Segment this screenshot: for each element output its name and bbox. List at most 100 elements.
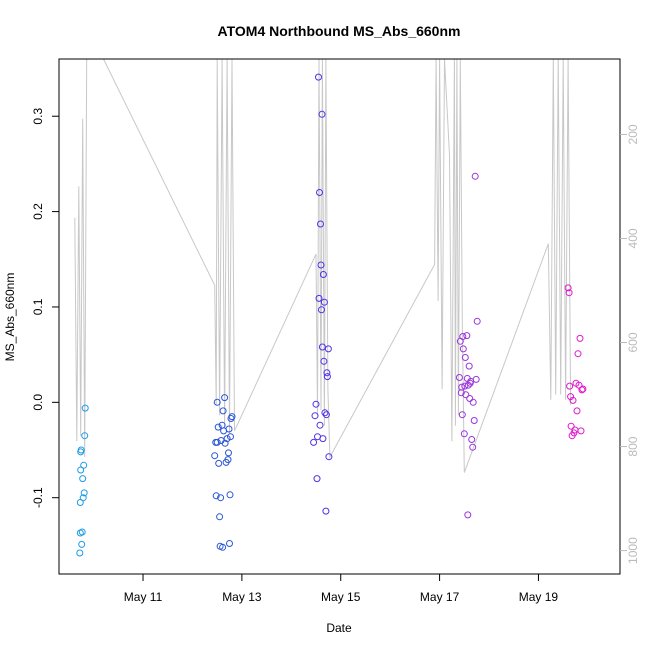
y-tick-label: 0.0 [31,394,45,411]
y-tick-label: 0.1 [31,298,45,315]
data-point [78,540,86,548]
data-point [469,398,477,406]
y2-tick-label: 800 [626,436,640,456]
y-tick-label: 0.3 [31,108,45,125]
data-point [79,475,87,483]
data-point [576,334,584,342]
series-2 [211,394,236,551]
data-point [212,492,220,500]
data-point [215,459,223,467]
data-point [458,383,466,391]
altitude-profile [74,58,572,473]
data-point [322,411,330,419]
data-point [219,543,227,551]
data-point [81,432,89,440]
x-tick-label: May 15 [321,590,361,604]
x-tick-label: May 19 [519,590,559,604]
plot-frame [58,58,621,575]
series-3 [310,73,333,515]
y-axis-label: MS_Abs_660nm [3,273,17,362]
chart-title: ATOM4 Northbound MS_Abs_660nm [218,23,461,39]
data-point [324,345,332,353]
data-point [76,549,84,557]
data-point [318,306,325,314]
data-point [311,412,319,420]
x-axis: May 11 May 13 May 15 May 17 May 19 [124,573,559,604]
data-point [317,261,325,269]
data-point [458,411,466,419]
data-point [317,220,324,228]
data-point [461,382,469,390]
data-point [322,507,330,515]
data-point [468,436,476,443]
data-point [472,375,480,383]
x-tick-label: May 13 [222,590,262,604]
data-point [564,284,572,292]
data-point [567,393,575,401]
data-point [321,409,329,417]
data-point [470,417,478,424]
data-point [570,429,578,437]
data-point [227,433,234,441]
data-point [573,407,581,415]
data-point [80,489,88,497]
data-point [459,333,467,340]
data-point [316,421,324,429]
data-point [211,452,219,460]
y-tick-label: -0.1 [31,487,45,508]
data-point [225,449,232,457]
data-point [221,439,229,447]
data-point [325,453,333,461]
data-point [464,511,472,519]
data-point [462,391,470,399]
data-point [319,271,327,278]
series-5 [564,284,587,440]
data-point [226,540,233,547]
data-point [579,385,587,393]
data-point [471,172,479,180]
x-tick-label: May 17 [420,590,460,604]
data-point [460,430,468,438]
data-point [565,289,573,297]
data-point [310,438,318,446]
data-point [312,400,320,408]
data-point [323,373,331,381]
data-point [315,73,322,81]
data-point [574,350,582,358]
data-point [464,381,472,389]
data-point [216,513,224,521]
y2-tick-label: 1000 [626,537,640,564]
data-point [567,422,575,430]
data-point [569,396,577,404]
data-point [225,425,233,433]
data-point [80,461,88,469]
data-point [463,332,471,340]
data-point [318,343,326,351]
data-points [76,73,587,557]
data-point [77,446,85,454]
data-point [316,189,323,196]
data-point [217,494,225,502]
y-tick-label: 0.2 [31,203,45,220]
data-point [223,435,231,443]
data-point [315,294,323,302]
data-point [79,494,87,502]
data-point [81,404,89,412]
data-point [228,413,236,421]
data-point [319,435,327,443]
data-point [473,317,481,325]
data-point [318,110,326,118]
series-4 [455,172,481,519]
data-point [323,369,331,377]
data-point [578,386,586,394]
y2-tick-label: 400 [626,228,640,248]
data-point [320,298,328,306]
data-point [466,395,474,402]
x-axis-label: Date [326,621,352,635]
data-point [455,374,463,381]
data-point [320,357,328,365]
data-point [469,443,477,451]
data-point [566,382,574,390]
y2-tick-label: 200 [626,124,640,144]
